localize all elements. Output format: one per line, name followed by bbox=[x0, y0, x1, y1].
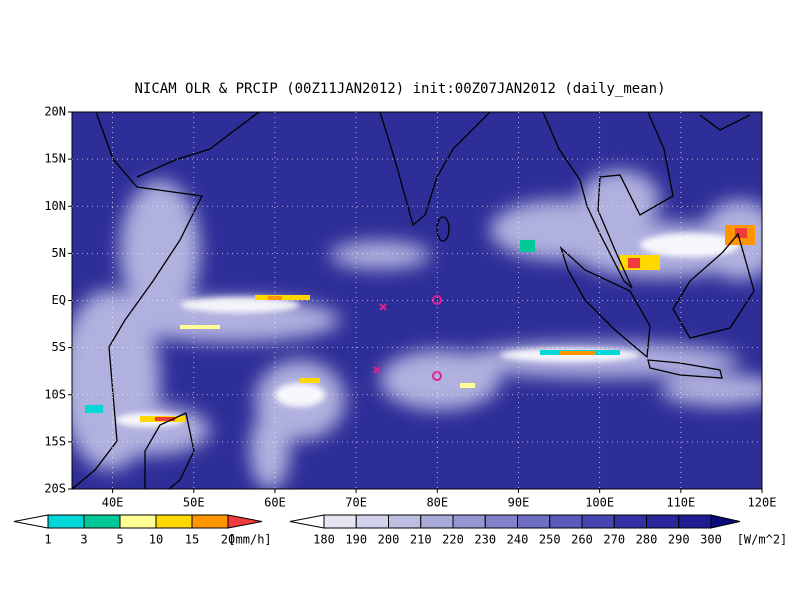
markers bbox=[373, 295, 442, 381]
colorbar-box bbox=[452, 514, 486, 529]
colorbar-label: 190 bbox=[345, 533, 367, 547]
colorbar-box bbox=[613, 514, 647, 529]
lon-label: 40E bbox=[102, 496, 124, 510]
colorbar-end bbox=[13, 514, 49, 529]
colorbar-end bbox=[710, 514, 741, 529]
colorbar-box bbox=[119, 514, 157, 529]
colorbar-label: 210 bbox=[410, 533, 432, 547]
lat-label: 15S bbox=[44, 434, 66, 448]
colorbar-box bbox=[155, 514, 193, 529]
lon-label: 100E bbox=[585, 496, 614, 510]
colorbar-box bbox=[323, 514, 357, 529]
colorbar-label: 260 bbox=[571, 533, 593, 547]
lat-label: 20S bbox=[44, 482, 66, 496]
colorbar-label: 230 bbox=[474, 533, 496, 547]
colorbar-label: 300 bbox=[700, 533, 722, 547]
colorbar-box bbox=[678, 514, 712, 529]
colorbar-label: 250 bbox=[539, 533, 561, 547]
colorbar-label: 10 bbox=[149, 533, 163, 547]
colorbar-label: 1 bbox=[44, 533, 51, 547]
lat-label: 10N bbox=[44, 199, 66, 213]
colorbar-box bbox=[388, 514, 422, 529]
colorbar-label: 270 bbox=[603, 533, 625, 547]
colorbar-box bbox=[646, 514, 680, 529]
lon-label: 70E bbox=[345, 496, 367, 510]
colorbar-label: 5 bbox=[116, 533, 123, 547]
lon-label: 80E bbox=[426, 496, 448, 510]
colorbar-box bbox=[420, 514, 454, 529]
lat-label: EQ bbox=[52, 293, 66, 307]
colorbar-box bbox=[83, 514, 121, 529]
lon-label: 50E bbox=[183, 496, 205, 510]
lon-label: 90E bbox=[508, 496, 530, 510]
lon-label: 120E bbox=[748, 496, 777, 510]
lat-label: 5N bbox=[52, 246, 66, 260]
map-field bbox=[72, 112, 762, 489]
lat-label: 20N bbox=[44, 105, 66, 119]
lon-label: 110E bbox=[666, 496, 695, 510]
lat-label: 5S bbox=[52, 340, 66, 354]
colorbar-label: 200 bbox=[378, 533, 400, 547]
colorbar-label: 180 bbox=[313, 533, 335, 547]
colorbar-box bbox=[549, 514, 583, 529]
colorbar-label: 280 bbox=[636, 533, 658, 547]
colorbar-unit: [mm/h] bbox=[228, 533, 271, 547]
colorbar-box bbox=[484, 514, 518, 529]
lon-label: 60E bbox=[264, 496, 286, 510]
colorbar-unit: [W/m^2] bbox=[737, 533, 788, 547]
coastlines bbox=[72, 112, 755, 489]
colorbar-box bbox=[517, 514, 551, 529]
colorbar-label: 290 bbox=[668, 533, 690, 547]
precip-spots bbox=[85, 225, 755, 422]
colorbar-label: 3 bbox=[80, 533, 87, 547]
colorbar-box bbox=[581, 514, 615, 529]
colorbar-label: 240 bbox=[507, 533, 529, 547]
colorbar-label: 15 bbox=[185, 533, 199, 547]
lat-label: 15N bbox=[44, 152, 66, 166]
title: NICAM OLR & PRCIP (00Z11JAN2012) init:00… bbox=[134, 81, 665, 97]
colorbar-label: 220 bbox=[442, 533, 464, 547]
colorbar-box bbox=[47, 514, 85, 529]
colorbar-box bbox=[191, 514, 229, 529]
colorbar-label: 20 bbox=[221, 533, 235, 547]
colorbar-box bbox=[355, 514, 389, 529]
lat-label: 10S bbox=[44, 387, 66, 401]
colorbar-end bbox=[289, 514, 325, 529]
colorbar-end bbox=[227, 514, 263, 529]
